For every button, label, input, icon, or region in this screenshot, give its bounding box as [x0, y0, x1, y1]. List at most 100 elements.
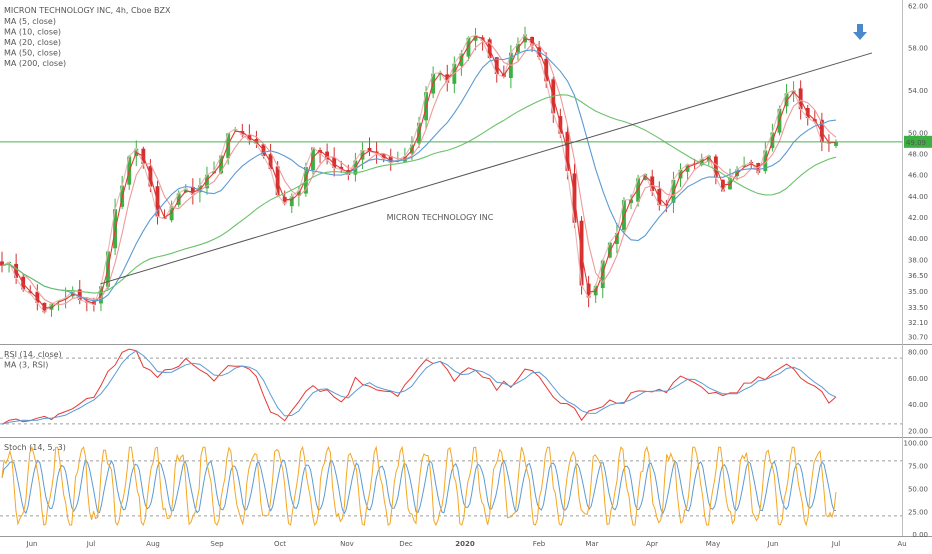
candle-body [685, 164, 690, 172]
legend-item: MA (10, close) [4, 28, 61, 37]
last-price-label: 49.09 [906, 139, 926, 147]
ma-line-20 [1, 41, 837, 306]
price-tick-label: 36.50 [908, 272, 928, 280]
chart-title: MICRON TECHNOLOGY INC, 4h, Cboe BZX [4, 6, 171, 15]
candle-body [466, 37, 471, 57]
price-tick-label: 30.70 [908, 334, 928, 342]
candle-body [530, 36, 535, 46]
time-tick-label: 2020 [455, 540, 475, 548]
candle-body [325, 151, 330, 160]
stoch-k-line [1, 445, 837, 527]
chart-watermark: MICRON TECHNOLOGY INC [387, 213, 494, 222]
time-tick-label: Sep [210, 540, 224, 548]
candle-body [728, 177, 732, 190]
candle-body [798, 88, 803, 110]
price-tick-label: 32.10 [908, 319, 928, 327]
rsi-tick-label: 80.00 [908, 349, 928, 357]
stoch-legend-item: Stoch (14, 5, 3) [4, 443, 66, 452]
candle-body [388, 156, 393, 164]
time-tick-label: Jun [767, 540, 779, 548]
time-tick-label: Dec [399, 540, 413, 548]
rsi-tick-label: 40.00 [908, 401, 928, 409]
candle-body [205, 174, 209, 189]
rsi-line [1, 348, 837, 425]
time-tick-label: Aug [146, 540, 160, 548]
candle-body [622, 200, 626, 231]
rsi-ma-line [1, 350, 837, 425]
stoch-tick-label: 25.00 [908, 508, 928, 516]
time-tick-label: Jul [86, 540, 96, 548]
candle-body [28, 291, 33, 294]
candle-body [77, 289, 82, 300]
price-tick-label: 33.50 [908, 304, 928, 312]
price-tick-label: 40.00 [908, 235, 928, 243]
ma-line-10 [1, 35, 837, 309]
price-tick-label: 42.00 [908, 214, 928, 222]
down-arrow-icon [853, 24, 867, 40]
ma-line-5 [1, 33, 837, 314]
candle-body [190, 186, 195, 195]
time-tick-label: Jun [26, 540, 38, 548]
ma-line-50 [1, 49, 837, 302]
legend-item: MA (5, close) [4, 17, 56, 26]
stoch-tick-label: 75.00 [908, 462, 928, 470]
candle-body [318, 150, 322, 154]
candle-body [607, 242, 612, 258]
candle-body [629, 199, 633, 204]
candle-body [240, 131, 245, 135]
price-tick-label: 44.00 [908, 193, 928, 201]
price-tick-label: 48.00 [908, 150, 928, 158]
stoch-tick-label: 100.00 [904, 440, 929, 448]
candle-body [169, 206, 174, 221]
candle-body [367, 147, 372, 152]
price-tick-label: 35.00 [908, 288, 928, 296]
rsi-legend-item: MA (3, RSI) [4, 361, 48, 370]
stoch-tick-label: 50.00 [908, 485, 928, 493]
price-tick-label: 38.00 [908, 256, 928, 264]
candle-body [219, 155, 224, 174]
time-tick-label: Nov [340, 540, 354, 548]
time-tick-label: Feb [533, 540, 546, 548]
time-tick-label: Jul [831, 540, 841, 548]
candle-body [636, 178, 641, 202]
candle-body [784, 93, 789, 107]
candle-body [197, 185, 202, 193]
rsi-tick-label: 20.00 [908, 427, 928, 435]
stoch-d-line [1, 458, 836, 515]
time-tick-label: May [706, 540, 720, 548]
legend-item: MA (200, close) [4, 59, 66, 68]
stoch-tick-label: 0.00 [912, 531, 928, 539]
candle-body [445, 74, 450, 83]
legend-item: MA (20, close) [4, 38, 61, 47]
candle-body [303, 166, 308, 194]
time-tick-label: Oct [274, 540, 286, 548]
candle-body [834, 141, 838, 146]
legend-item: MA (50, close) [4, 49, 61, 58]
time-tick-label: Apr [646, 540, 658, 548]
price-tick-label: 50.00 [908, 129, 928, 137]
candle-body [742, 165, 747, 167]
candle-body [735, 169, 739, 177]
price-tick-label: 54.00 [908, 87, 928, 95]
candle-body [49, 303, 54, 310]
candle-body [332, 157, 337, 168]
time-tick-label: Au [897, 540, 906, 548]
candle-body [523, 34, 527, 43]
candle-body [35, 291, 40, 303]
candle-body [282, 196, 287, 204]
rsi-legend-item: RSI (14, close) [4, 350, 62, 359]
candle-body [706, 155, 711, 162]
time-tick-label: Mar [585, 540, 598, 548]
price-tick-label: 58.00 [908, 45, 928, 53]
ma-line-200 [1, 94, 837, 294]
candle-body [289, 196, 294, 207]
price-tick-label: 62.00 [908, 2, 928, 10]
last-price-badge [904, 135, 932, 148]
candle-body [459, 53, 464, 67]
candle-body [720, 179, 725, 192]
price-tick-label: 46.00 [908, 172, 928, 180]
candle-body [0, 261, 4, 266]
